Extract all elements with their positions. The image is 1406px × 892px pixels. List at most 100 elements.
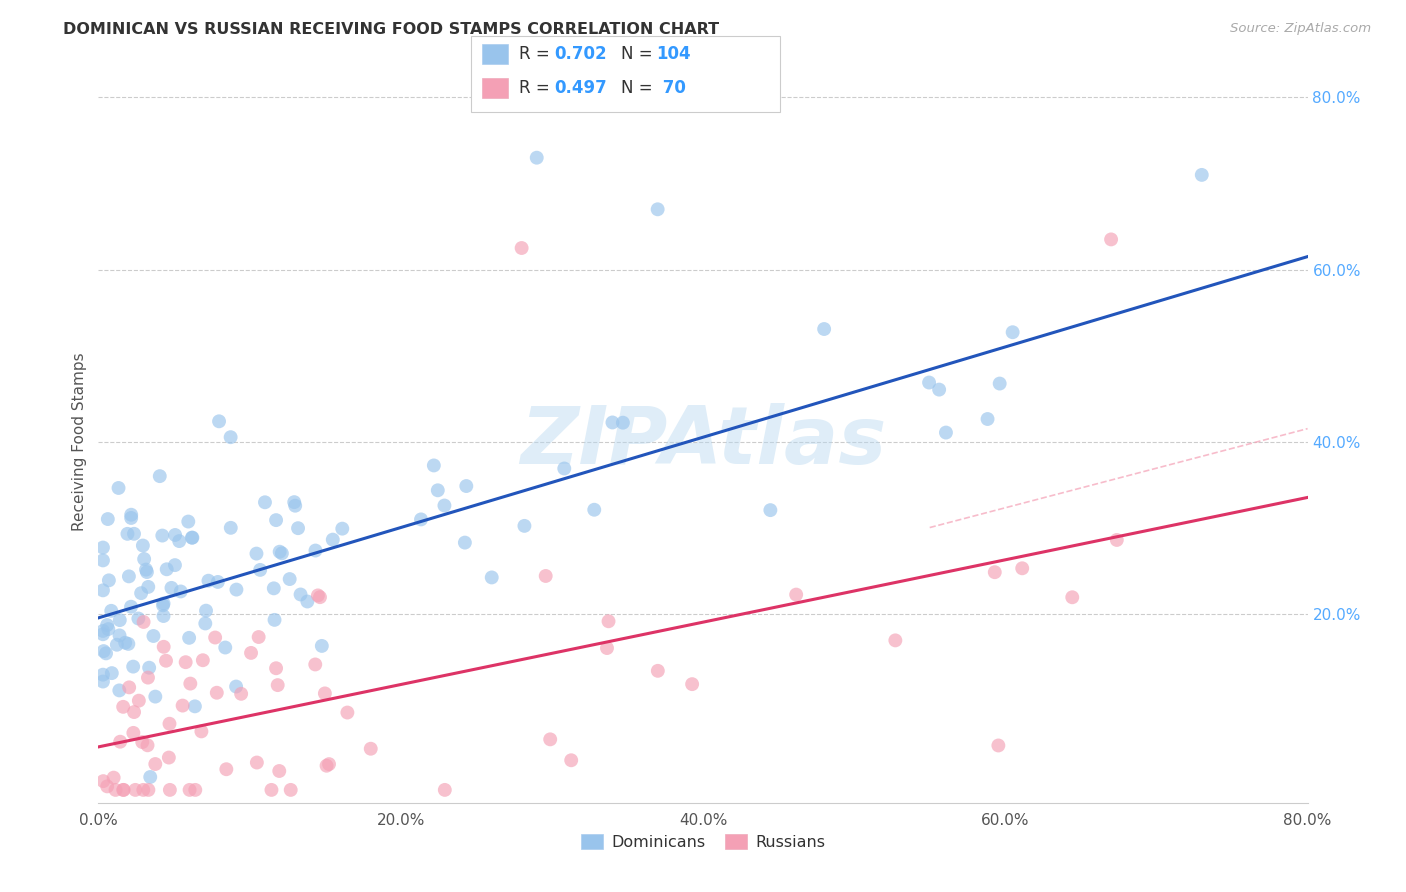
Point: [112, 783, 135, 797]
Point: [205, 686, 228, 700]
Point: [215, 762, 238, 776]
Point: [122, 705, 145, 719]
Point: [1062, 591, 1084, 605]
Point: [207, 574, 229, 589]
Point: [513, 519, 536, 533]
Point: [336, 706, 359, 720]
Point: [91, 627, 114, 641]
Point: [360, 741, 382, 756]
Point: [91, 583, 114, 598]
Point: [988, 376, 1011, 391]
Point: [280, 783, 302, 797]
Point: [100, 604, 122, 618]
Point: [167, 534, 190, 549]
Point: [759, 503, 782, 517]
Point: [647, 664, 669, 678]
Point: [118, 569, 141, 583]
Point: [180, 531, 202, 545]
Point: [179, 631, 201, 645]
Point: [263, 582, 285, 596]
Point: [214, 640, 236, 655]
Legend: Dominicans, Russians: Dominicans, Russians: [575, 828, 831, 856]
Point: [314, 686, 336, 700]
Point: [231, 687, 253, 701]
Point: [311, 639, 333, 653]
Point: [143, 690, 166, 704]
Point: [155, 654, 177, 668]
Point: [91, 674, 114, 689]
Point: [681, 677, 703, 691]
Point: [136, 565, 159, 579]
Point: [270, 546, 292, 560]
Point: [538, 732, 561, 747]
Point: [96, 618, 118, 632]
Y-axis label: Receiving Food Stamps: Receiving Food Stamps: [72, 352, 87, 531]
Point: [97, 512, 120, 526]
Point: [159, 783, 181, 797]
Point: [433, 499, 456, 513]
Point: [163, 558, 186, 573]
Point: [177, 515, 200, 529]
Point: [104, 783, 127, 797]
Point: [132, 783, 155, 797]
Point: [117, 526, 139, 541]
Point: [785, 588, 807, 602]
Point: [122, 726, 145, 740]
Point: [127, 611, 149, 625]
Point: [91, 541, 114, 555]
Point: [1105, 533, 1128, 547]
Point: [143, 757, 166, 772]
Text: N =: N =: [621, 79, 658, 97]
Point: [107, 481, 129, 495]
Text: 70: 70: [657, 79, 686, 97]
Point: [120, 508, 142, 522]
Point: [309, 590, 332, 604]
Point: [184, 783, 207, 797]
Point: [195, 604, 218, 618]
Point: [194, 616, 217, 631]
Point: [318, 757, 340, 772]
Point: [135, 563, 157, 577]
Point: [108, 613, 131, 627]
Point: [560, 753, 582, 767]
Point: [124, 783, 146, 797]
Point: [1011, 561, 1033, 575]
Point: [91, 667, 114, 681]
Point: [918, 376, 941, 390]
Text: 104: 104: [657, 45, 692, 63]
Point: [131, 735, 153, 749]
Point: [181, 531, 204, 545]
Text: ZIPAtlas: ZIPAtlas: [520, 402, 886, 481]
Point: [134, 552, 156, 566]
Point: [287, 521, 309, 535]
Point: [91, 624, 114, 638]
Point: [297, 594, 319, 608]
Point: [190, 724, 212, 739]
Text: Source: ZipAtlas.com: Source: ZipAtlas.com: [1230, 22, 1371, 36]
Text: N =: N =: [621, 45, 658, 63]
Point: [97, 622, 120, 636]
Point: [103, 771, 125, 785]
Point: [553, 461, 575, 475]
Point: [108, 683, 131, 698]
Point: [157, 750, 180, 764]
Text: R =: R =: [519, 79, 555, 97]
Point: [138, 661, 160, 675]
Point: [246, 756, 269, 770]
Point: [264, 513, 287, 527]
Point: [152, 599, 174, 613]
Point: [433, 783, 456, 797]
Point: [118, 681, 141, 695]
Point: [253, 495, 276, 509]
Point: [884, 633, 907, 648]
Point: [152, 597, 174, 611]
Point: [136, 739, 159, 753]
Point: [269, 764, 291, 778]
Point: [304, 657, 326, 672]
Point: [184, 699, 207, 714]
Point: [152, 640, 174, 654]
Point: [315, 758, 337, 772]
Point: [409, 512, 432, 526]
Point: [456, 479, 478, 493]
Point: [174, 655, 197, 669]
